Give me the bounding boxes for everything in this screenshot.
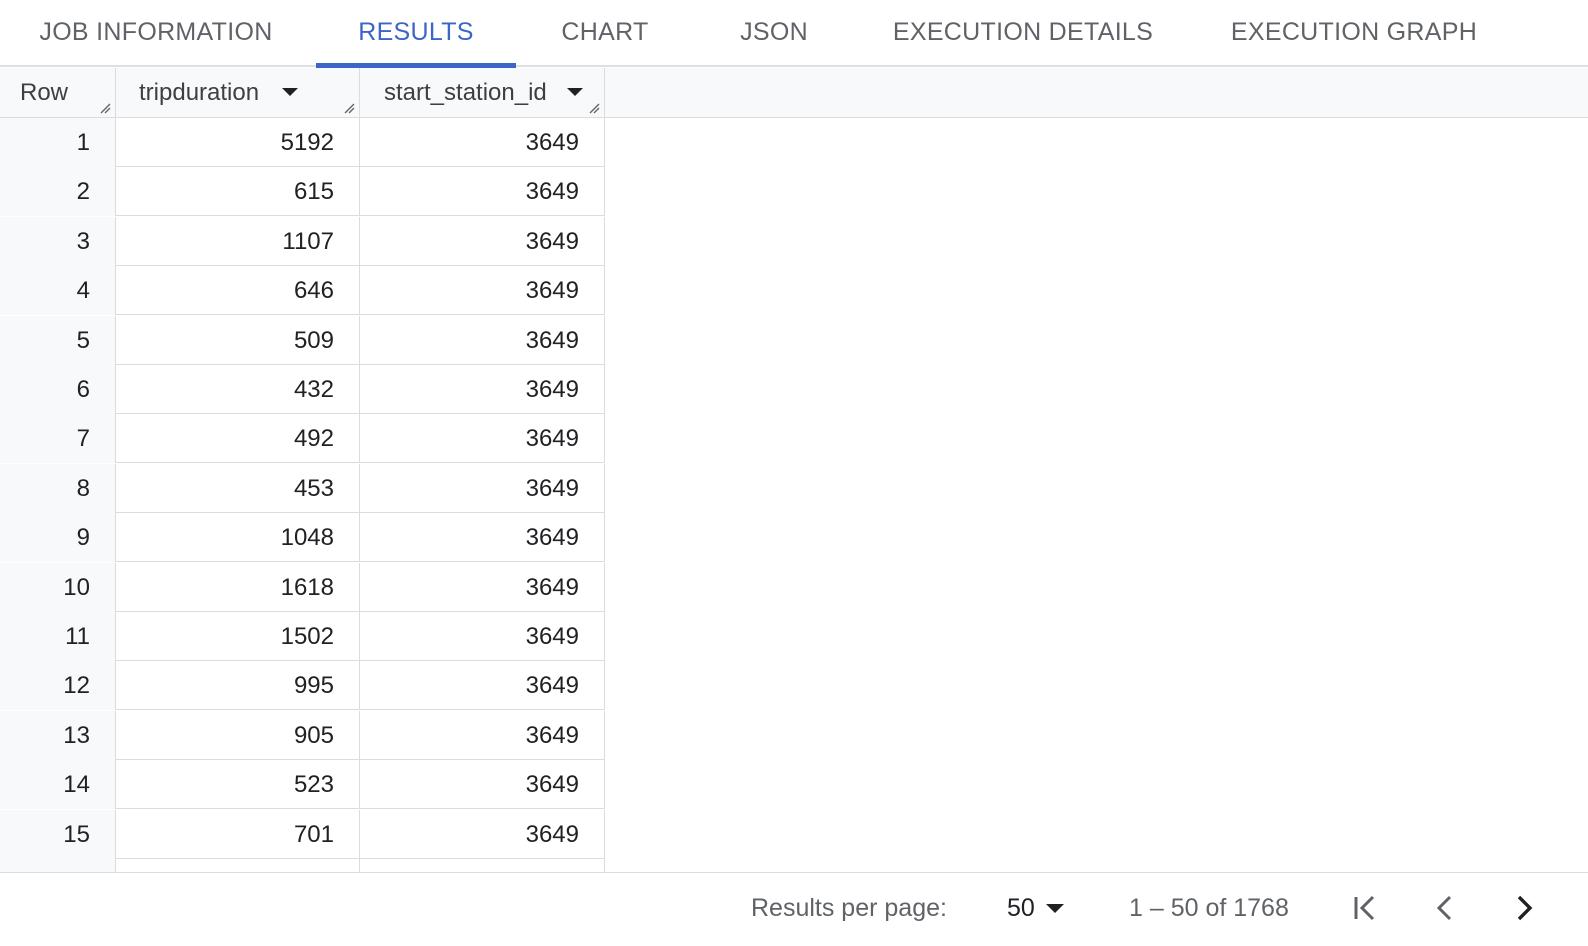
row-number-cell: 1: [0, 118, 116, 167]
previous-page-button[interactable]: [1423, 887, 1467, 929]
results-table-header: Row tripduration start_station_id: [0, 68, 1588, 118]
tripduration-cell[interactable]: 1502: [116, 612, 360, 661]
table-row: 11 1502 3649: [0, 612, 605, 661]
table-row: 9 1048 3649: [0, 513, 605, 563]
table-row: 6 432 3649: [0, 365, 605, 414]
start-station-id-cell[interactable]: [360, 859, 605, 874]
tripduration-cell[interactable]: 509: [116, 315, 360, 365]
row-number-cell: 6: [0, 365, 116, 414]
start-station-id-cell[interactable]: 3649: [360, 216, 605, 266]
row-number-cell: 13: [0, 710, 116, 760]
start-station-id-cell[interactable]: 3649: [360, 266, 605, 316]
start-station-id-cell[interactable]: 3649: [360, 513, 605, 563]
first-page-button[interactable]: [1345, 887, 1389, 929]
sort-menu-icon[interactable]: [567, 88, 583, 96]
tripduration-cell[interactable]: 1048: [116, 513, 360, 563]
row-number-cell: 9: [0, 513, 116, 563]
row-number-cell: 15: [0, 809, 116, 859]
table-row: 1 5192 3649: [0, 118, 605, 167]
column-header-tripduration[interactable]: tripduration: [116, 68, 360, 117]
tripduration-cell[interactable]: 995: [116, 661, 360, 711]
column-header-label: Row: [20, 79, 69, 106]
next-page-button[interactable]: [1503, 887, 1547, 929]
start-station-id-cell[interactable]: 3649: [360, 167, 605, 217]
start-station-id-cell[interactable]: 3649: [360, 809, 605, 859]
tripduration-cell[interactable]: 523: [116, 760, 360, 810]
start-station-id-cell[interactable]: 3649: [360, 463, 605, 513]
tripduration-cell[interactable]: [116, 859, 360, 874]
table-row: 14 523 3649: [0, 760, 605, 810]
start-station-id-cell[interactable]: 3649: [360, 315, 605, 365]
row-number-cell: 5: [0, 315, 116, 365]
tab-json[interactable]: JSON: [740, 18, 808, 46]
start-station-id-cell[interactable]: 3649: [360, 661, 605, 711]
tripduration-cell[interactable]: 492: [116, 414, 360, 464]
column-resize-handle-icon[interactable]: [343, 102, 355, 114]
column-resize-handle-icon[interactable]: [99, 102, 111, 114]
row-number-cell: 11: [0, 612, 116, 661]
pagination-bar: Results per page: 50 1 – 50 of 1768: [0, 872, 1588, 946]
start-station-id-cell[interactable]: 3649: [360, 414, 605, 464]
row-number-cell: 2: [0, 167, 116, 217]
start-station-id-cell[interactable]: 3649: [360, 365, 605, 414]
start-station-id-cell[interactable]: 3649: [360, 760, 605, 810]
tab-results[interactable]: RESULTS: [358, 18, 474, 46]
pagination-range: 1 – 50 of 1768: [1129, 894, 1289, 922]
table-row: 4 646 3649: [0, 266, 605, 316]
table-row: 8 453 3649: [0, 463, 605, 513]
start-station-id-cell[interactable]: 3649: [360, 562, 605, 612]
chevron-left-icon: [1436, 895, 1452, 921]
results-per-page-value: 50: [1007, 894, 1035, 922]
tab-execution-details[interactable]: EXECUTION DETAILS: [892, 18, 1154, 46]
table-row: [0, 859, 605, 874]
tab-chart[interactable]: CHART: [561, 18, 649, 46]
column-header-row[interactable]: Row: [0, 68, 116, 117]
row-number-cell: 14: [0, 760, 116, 810]
results-per-page-select[interactable]: 50: [1005, 887, 1075, 929]
column-header-start-station-id[interactable]: start_station_id: [360, 68, 605, 117]
tripduration-cell[interactable]: 1618: [116, 562, 360, 612]
results-table-body: 1 5192 3649 2 615 3649 3 1107 3649 4 646…: [0, 118, 1588, 874]
row-number-cell: 12: [0, 661, 116, 711]
start-station-id-cell[interactable]: 3649: [360, 710, 605, 760]
results-per-page-label: Results per page:: [751, 894, 947, 922]
tab-execution-graph[interactable]: EXECUTION GRAPH: [1230, 18, 1478, 46]
tripduration-cell[interactable]: 453: [116, 463, 360, 513]
column-header-label: start_station_id: [384, 79, 547, 106]
sort-menu-icon[interactable]: [282, 88, 298, 96]
table-row: 7 492 3649: [0, 414, 605, 464]
row-number-cell: 3: [0, 216, 116, 266]
row-number-cell: 4: [0, 266, 116, 316]
tripduration-cell[interactable]: 905: [116, 710, 360, 760]
row-number-cell: 8: [0, 463, 116, 513]
row-number-cell: 10: [0, 562, 116, 612]
start-station-id-cell[interactable]: 3649: [360, 118, 605, 167]
results-tab-bar: JOB INFORMATION RESULTS CHART JSON EXECU…: [0, 0, 1588, 68]
column-header-label: tripduration: [139, 79, 260, 106]
tripduration-cell[interactable]: 646: [116, 266, 360, 316]
tripduration-cell[interactable]: 1107: [116, 216, 360, 266]
table-row: 13 905 3649: [0, 710, 605, 760]
column-resize-handle-icon[interactable]: [588, 102, 600, 114]
tab-job-information[interactable]: JOB INFORMATION: [39, 18, 273, 46]
table-row: 2 615 3649: [0, 167, 605, 217]
table-row: 3 1107 3649: [0, 216, 605, 266]
row-number-cell: 7: [0, 414, 116, 464]
tripduration-cell[interactable]: 615: [116, 167, 360, 217]
start-station-id-cell[interactable]: 3649: [360, 612, 605, 661]
tripduration-cell[interactable]: 5192: [116, 118, 360, 167]
active-tab-indicator: [316, 63, 516, 68]
table-row: 15 701 3649: [0, 809, 605, 859]
tripduration-cell[interactable]: 432: [116, 365, 360, 414]
row-number-cell: [0, 859, 116, 874]
first-page-icon: [1354, 895, 1375, 921]
table-row: 5 509 3649: [0, 315, 605, 365]
chevron-right-icon: [1517, 895, 1533, 921]
table-row: 12 995 3649: [0, 661, 605, 711]
table-row: 10 1618 3649: [0, 562, 605, 612]
chevron-down-icon: [1046, 904, 1064, 913]
tripduration-cell[interactable]: 701: [116, 809, 360, 859]
